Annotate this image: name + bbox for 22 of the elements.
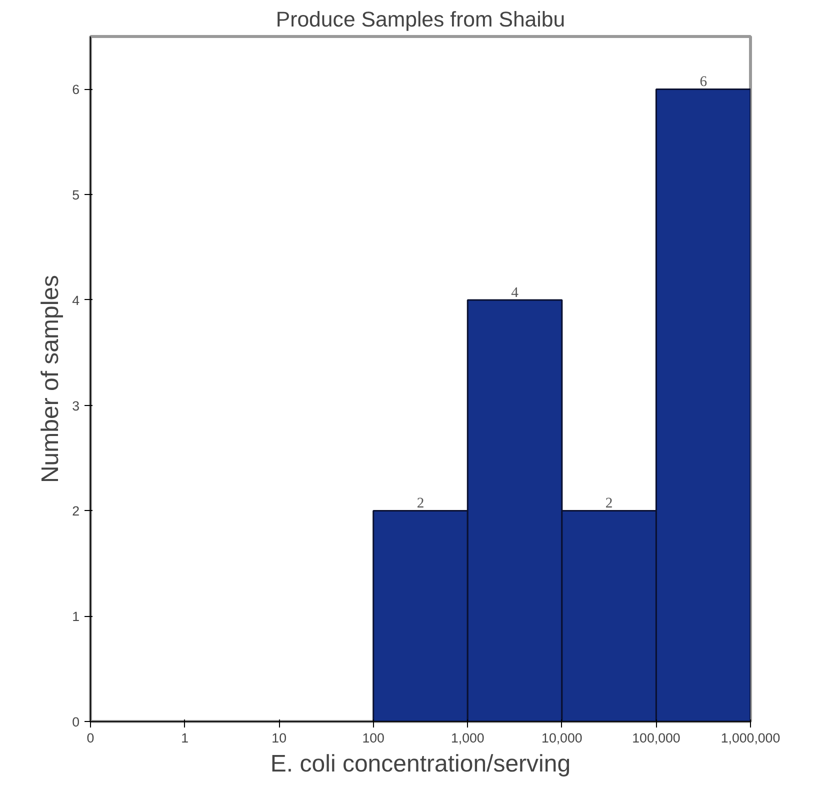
y-tick-label: 3 <box>72 398 80 414</box>
y-tick-label: 4 <box>72 292 80 308</box>
x-tick-label: 1,000 <box>450 730 484 746</box>
x-axis-title: E. coli concentration/serving <box>270 750 571 778</box>
x-tick-label: 1,000,000 <box>720 730 780 746</box>
data-label: 6 <box>700 74 708 90</box>
x-tick-label: 0 <box>86 730 94 746</box>
x-tick-label: 10,000 <box>542 730 582 746</box>
data-label: 2 <box>605 496 613 512</box>
x-tick-label: 100 <box>362 730 384 746</box>
data-label: 2 <box>416 496 424 512</box>
y-tick-label: 1 <box>72 609 80 624</box>
y-tick-label: 0 <box>72 714 80 730</box>
y-tick-label: 6 <box>72 82 80 98</box>
y-tick-label: 5 <box>72 188 80 203</box>
x-tick-label: 10 <box>272 730 286 746</box>
y-tick-label: 2 <box>72 504 80 519</box>
data-label: 4 <box>511 284 520 301</box>
chart-title: Produce Samples from Shaibu <box>276 8 566 32</box>
x-tick-label: 100,000 <box>632 730 680 746</box>
y-axis-title: Number of samples <box>37 274 64 484</box>
x-tick-label: 1 <box>181 730 188 746</box>
